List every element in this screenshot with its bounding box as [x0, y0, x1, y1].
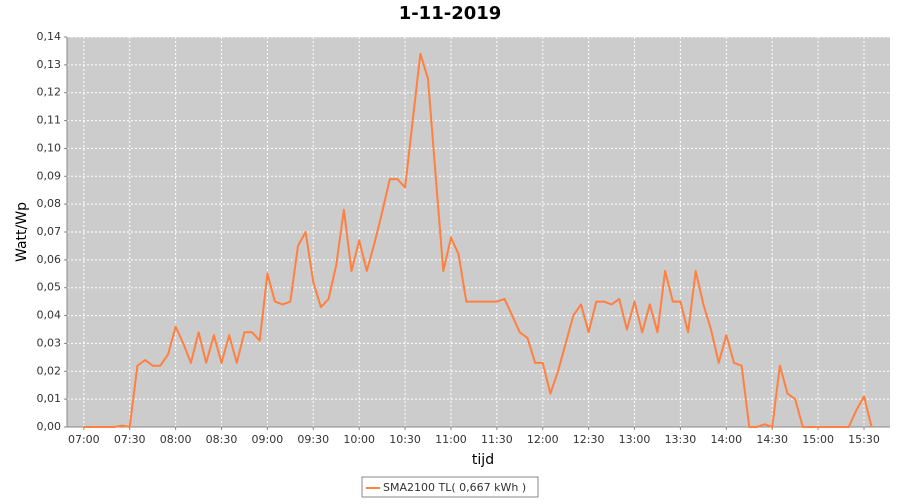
x-tick-label: 12:00 — [527, 433, 559, 446]
x-tick-label: 15:00 — [802, 433, 834, 446]
legend-box — [361, 476, 539, 498]
x-tick-label: 11:30 — [481, 433, 513, 446]
x-tick-label: 12:30 — [573, 433, 605, 446]
y-axis-label: Watt/Wp — [14, 202, 30, 262]
x-tick-label: 14:00 — [710, 433, 742, 446]
y-tick-label: 0,04 — [37, 309, 62, 322]
x-axis-label: tijd — [472, 452, 494, 468]
x-tick-label: 08:30 — [206, 433, 238, 446]
y-tick-label: 0,07 — [37, 225, 62, 238]
x-tick-label: 10:00 — [343, 433, 375, 446]
x-tick-label: 07:30 — [114, 433, 146, 446]
chart-title: 1-11-2019 — [399, 3, 502, 24]
y-tick-label: 0,03 — [37, 336, 62, 349]
y-tick-label: 0,09 — [37, 169, 62, 182]
y-tick-label: 0,06 — [37, 253, 62, 266]
y-tick-label: 0,11 — [37, 114, 62, 127]
x-tick-label: 09:00 — [252, 433, 284, 446]
y-tick-label: 0,12 — [37, 86, 62, 99]
y-tick-label: 0,13 — [37, 58, 62, 71]
y-tick-label: 0,08 — [37, 197, 62, 210]
x-tick-label: 13:00 — [619, 433, 651, 446]
y-tick-label: 0,05 — [37, 281, 62, 294]
x-tick-label: 09:30 — [297, 433, 329, 446]
x-tick-label: 08:00 — [160, 433, 192, 446]
x-tick-label: 15:30 — [848, 433, 880, 446]
y-tick-label: 0,14 — [37, 30, 62, 43]
y-tick-label: 0,10 — [37, 141, 62, 154]
y-tick-label: 0,02 — [37, 364, 62, 377]
x-tick-label: 07:00 — [68, 433, 100, 446]
y-tick-label: 0,01 — [37, 392, 62, 405]
y-tick-label: 0,00 — [37, 420, 62, 433]
x-tick-label: 10:30 — [389, 433, 421, 446]
legend-label: SMA2100 TL( 0,667 kWh ) — [383, 481, 526, 494]
x-tick-label: 14:30 — [756, 433, 788, 446]
plot-area — [67, 37, 890, 427]
x-tick-label: 11:00 — [435, 433, 467, 446]
data-line — [83, 52, 873, 428]
x-tick-label: 13:30 — [665, 433, 697, 446]
